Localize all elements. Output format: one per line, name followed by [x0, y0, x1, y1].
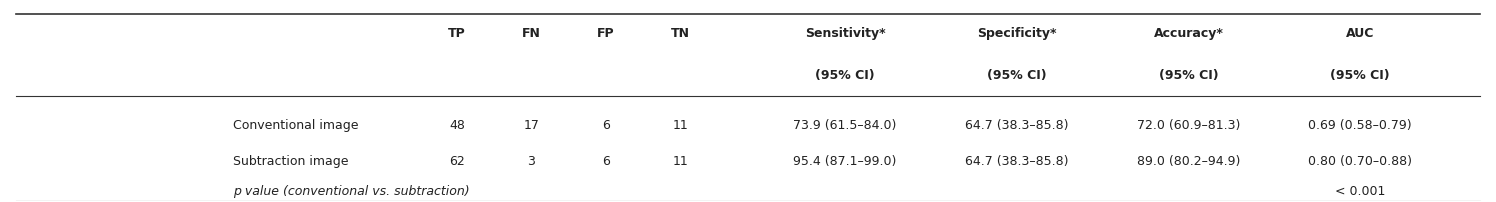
Text: 11: 11 [673, 118, 688, 131]
Text: 64.7 (38.3–85.8): 64.7 (38.3–85.8) [965, 154, 1068, 167]
Text: 3: 3 [528, 154, 536, 167]
Text: 73.9 (61.5–84.0): 73.9 (61.5–84.0) [793, 118, 896, 131]
Text: 17: 17 [524, 118, 540, 131]
Text: AUC: AUC [1346, 27, 1375, 40]
Text: FP: FP [597, 27, 615, 40]
Text: TP: TP [447, 27, 465, 40]
Text: 48: 48 [449, 118, 465, 131]
Text: (95% CI): (95% CI) [1159, 69, 1218, 82]
Text: 72.0 (60.9–81.3): 72.0 (60.9–81.3) [1137, 118, 1240, 131]
Text: (95% CI): (95% CI) [987, 69, 1047, 82]
Text: 62: 62 [449, 154, 465, 167]
Text: FN: FN [522, 27, 542, 40]
Text: Sensitivity*: Sensitivity* [805, 27, 886, 40]
Text: 64.7 (38.3–85.8): 64.7 (38.3–85.8) [965, 118, 1068, 131]
Text: p value (conventional vs. subtraction): p value (conventional vs. subtraction) [233, 184, 470, 197]
Text: 6: 6 [603, 118, 610, 131]
Text: 89.0 (80.2–94.9): 89.0 (80.2–94.9) [1137, 154, 1240, 167]
Text: 0.69 (0.58–0.79): 0.69 (0.58–0.79) [1309, 118, 1412, 131]
Text: TN: TN [672, 27, 690, 40]
Text: 0.80 (0.70–0.88): 0.80 (0.70–0.88) [1308, 154, 1412, 167]
Text: 95.4 (87.1–99.0): 95.4 (87.1–99.0) [793, 154, 896, 167]
Text: Subtraction image: Subtraction image [233, 154, 349, 167]
Text: 6: 6 [603, 154, 610, 167]
Text: 11: 11 [673, 154, 688, 167]
Text: < 0.001: < 0.001 [1334, 184, 1385, 197]
Text: Specificity*: Specificity* [977, 27, 1056, 40]
Text: Conventional image: Conventional image [233, 118, 359, 131]
Text: Accuracy*: Accuracy* [1153, 27, 1224, 40]
Text: (95% CI): (95% CI) [815, 69, 875, 82]
Text: (95% CI): (95% CI) [1330, 69, 1390, 82]
